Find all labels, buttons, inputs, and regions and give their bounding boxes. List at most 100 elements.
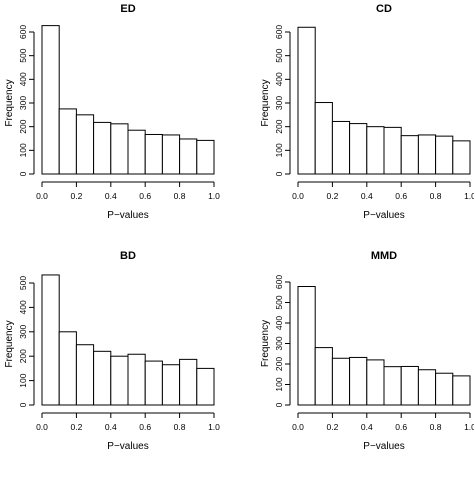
y-tick-label: 300 xyxy=(18,96,28,110)
histogram-bar xyxy=(331,120,351,175)
histogram-bar xyxy=(314,347,333,406)
y-tick-label: 300 xyxy=(274,96,284,110)
histogram-bar xyxy=(127,129,146,175)
x-tick-label: 0.8 xyxy=(430,422,442,432)
y-axis-label: Frequency xyxy=(260,79,271,126)
y-tick-label: 0 xyxy=(274,402,284,407)
histogram-bar xyxy=(383,126,402,175)
chart-title: BD xyxy=(120,250,136,262)
x-tick-label: 0.4 xyxy=(105,191,117,201)
y-tick-label: 0 xyxy=(18,171,28,176)
histogram-bar xyxy=(41,25,60,175)
y-axis-label: Frequency xyxy=(260,320,271,367)
histogram-panel-2: 0.0 0.2 0.4 0.6 0.8 1.0 0 100 200 300 400 500 600 CD P… xyxy=(260,3,474,221)
histogram-bar xyxy=(349,356,368,406)
histogram-bar xyxy=(331,357,351,406)
x-tick-label: 0.8 xyxy=(174,422,186,432)
histogram-bar xyxy=(383,366,402,406)
y-tick-label: 100 xyxy=(274,143,284,157)
x-tick-label: 0.0 xyxy=(36,422,48,432)
x-axis-label: P−values xyxy=(107,441,148,452)
histogram-bar xyxy=(297,286,316,406)
chart-title: ED xyxy=(120,3,135,15)
y-tick-label: 200 xyxy=(274,357,284,371)
x-tick-label: 0.8 xyxy=(430,191,442,201)
histogram-bar xyxy=(41,274,60,406)
x-tick-label: 0.6 xyxy=(139,191,151,201)
histogram-bar xyxy=(297,26,316,175)
y-tick-label: 200 xyxy=(18,349,28,363)
y-tick-label: 400 xyxy=(18,300,28,314)
x-tick-label: 0.2 xyxy=(326,422,338,432)
x-tick-label: 0.2 xyxy=(70,422,82,432)
chart-title: MMD xyxy=(371,250,397,262)
histogram-bar xyxy=(400,135,419,175)
histogram-bar xyxy=(144,360,163,406)
x-tick-label: 1.0 xyxy=(464,422,474,432)
x-tick-label: 0.8 xyxy=(174,191,186,201)
histogram-bar xyxy=(144,133,163,175)
y-tick-label: 500 xyxy=(18,48,28,62)
histogram-bar xyxy=(435,135,454,175)
x-tick-label: 0.0 xyxy=(292,422,304,432)
histogram-bar xyxy=(110,355,129,406)
histogram-bar xyxy=(452,140,471,175)
y-tick-label: 100 xyxy=(18,143,28,157)
y-tick-label: 500 xyxy=(274,295,284,309)
histogram-bar xyxy=(75,114,95,175)
x-tick-label: 1.0 xyxy=(208,191,220,201)
y-tick-label: 400 xyxy=(18,72,28,86)
y-tick-label: 600 xyxy=(274,275,284,289)
histogram-bar xyxy=(196,139,215,175)
histogram-bar xyxy=(435,372,454,406)
histogram-bar xyxy=(400,365,419,406)
x-tick-label: 0.4 xyxy=(361,191,373,201)
histogram-bar xyxy=(58,108,77,175)
histogram-bar xyxy=(58,331,77,406)
x-tick-label: 1.0 xyxy=(464,191,474,201)
histogram-panel-1: 0.0 0.2 0.4 0.6 0.8 1.0 0 100 200 300 400 500 600 ED P… xyxy=(4,3,220,221)
y-tick-label: 300 xyxy=(274,336,284,350)
x-tick-label: 1.0 xyxy=(208,422,220,432)
y-axis-label: Frequency xyxy=(4,79,15,126)
x-tick-label: 0.2 xyxy=(326,191,338,201)
histogram-bar xyxy=(161,134,181,175)
x-axis-label: P−values xyxy=(363,441,404,452)
x-tick-label: 0.0 xyxy=(292,191,304,201)
x-axis-label: P−values xyxy=(107,210,148,221)
histogram-panel-3: 0.0 0.2 0.4 0.6 0.8 1.0 0 100 200 300 400 500 BD P−va… xyxy=(4,250,220,452)
histogram-bar xyxy=(127,353,146,406)
histogram-bar xyxy=(93,350,112,406)
x-tick-label: 0.6 xyxy=(395,191,407,201)
histogram-bar xyxy=(349,123,368,175)
x-tick-label: 0.0 xyxy=(36,191,48,201)
y-tick-label: 400 xyxy=(274,72,284,86)
y-tick-label: 0 xyxy=(274,171,284,176)
histogram-bar xyxy=(93,121,112,175)
histogram-bar xyxy=(314,102,333,175)
histogram-bar xyxy=(179,138,198,175)
histogram-bar xyxy=(417,134,437,175)
y-tick-label: 100 xyxy=(18,373,28,387)
y-tick-label: 600 xyxy=(274,25,284,39)
y-tick-label: 200 xyxy=(18,119,28,133)
y-tick-label: 400 xyxy=(274,316,284,330)
y-tick-label: 500 xyxy=(18,276,28,290)
histogram-bar xyxy=(161,364,181,406)
x-tick-label: 0.6 xyxy=(395,422,407,432)
chart-title: CD xyxy=(376,3,392,15)
y-tick-label: 300 xyxy=(18,324,28,338)
histogram-bar xyxy=(75,344,95,406)
histogram-bar xyxy=(110,123,129,175)
x-tick-label: 0.2 xyxy=(70,191,82,201)
histogram-bar xyxy=(366,359,385,406)
histogram-bar xyxy=(417,369,437,406)
y-tick-label: 500 xyxy=(274,48,284,62)
x-tick-label: 0.4 xyxy=(361,422,373,432)
y-tick-label: 200 xyxy=(274,119,284,133)
histogram-bar xyxy=(196,367,215,406)
histogram-bar xyxy=(452,375,471,406)
x-tick-label: 0.6 xyxy=(139,422,151,432)
y-axis-label: Frequency xyxy=(4,320,15,367)
